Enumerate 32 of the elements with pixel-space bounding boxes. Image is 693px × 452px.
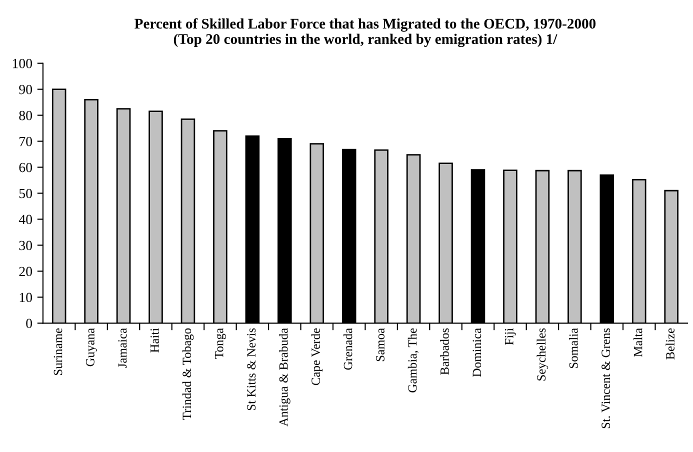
x-tick-label: Belize (666, 328, 674, 360)
y-tick-label: 60 (19, 162, 32, 172)
x-tick-label: Grenada (343, 328, 352, 370)
y-tick-label: 20 (19, 266, 32, 276)
x-tick-label: Jamaica (118, 328, 127, 368)
x-tick-label: Haiti (150, 328, 159, 353)
x-tick-label: Malta (633, 328, 642, 357)
y-tick-label: 70 (20, 136, 32, 146)
x-tick-label: Seychelles (536, 328, 548, 381)
y-tick-label: 80 (19, 110, 32, 120)
x-tick-label: Suriname (54, 328, 62, 375)
x-tick-label: Samoa (376, 328, 384, 362)
x-tick-label: Gambia, The (408, 328, 418, 392)
x-tick-label: Tonga (214, 328, 226, 359)
x-tick-label: Guyana (86, 328, 97, 366)
x-tick-label: Barbados (440, 328, 449, 375)
x-tick-label: Dominica (472, 328, 482, 377)
y-tick-label: 50 (19, 188, 32, 198)
x-tick-label: Fiji (504, 328, 516, 345)
x-tick-label: Antigua & Brabuda (278, 328, 290, 426)
x-tick-label: Trindad & Tobago (182, 328, 194, 420)
y-tick-label: 40 (18, 214, 32, 224)
x-tick-label: Somalia (569, 328, 578, 368)
x-tick-label: St. Vincent & Grens (602, 328, 610, 428)
y-tick-label: 100 (12, 58, 32, 68)
x-tick-label: St Kitts & Nevis (247, 328, 256, 410)
x-tick-label: Cape Verde (311, 328, 323, 386)
y-tick-label: 90 (19, 84, 32, 94)
y-tick-label: 30 (19, 240, 32, 250)
y-tick-label: 10 (20, 292, 32, 302)
chart-title: Percent of Skilled Labor Force that has Migrated to the OECD, 1970-2000 (Top 20 countries in the world, ranked by emigration rates) 1/ (134, 18, 596, 48)
y-tick-label: 0 (26, 318, 32, 328)
